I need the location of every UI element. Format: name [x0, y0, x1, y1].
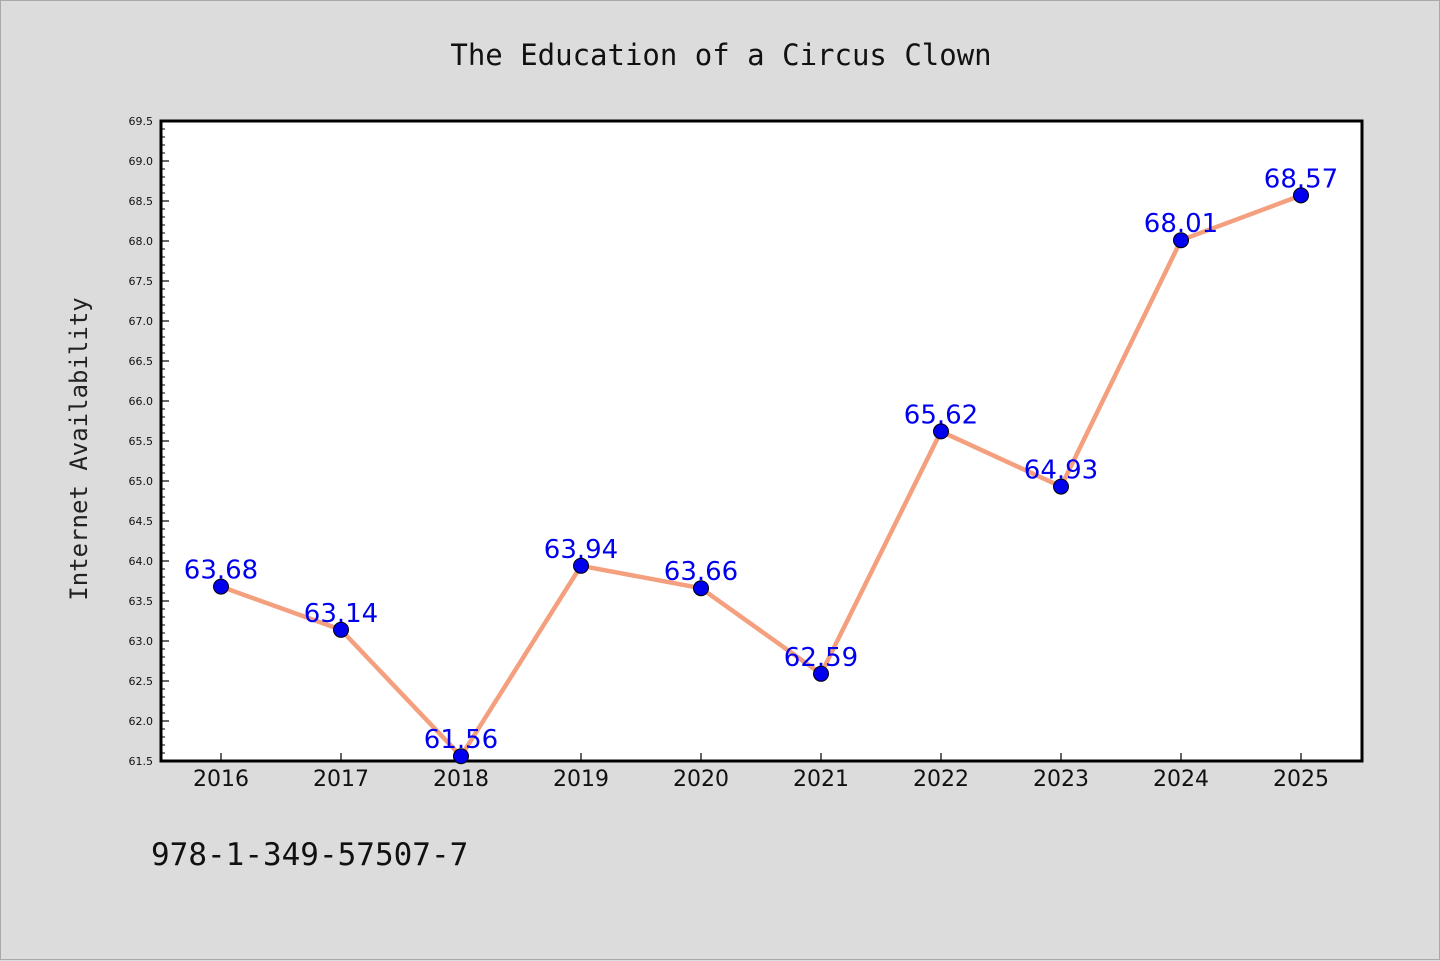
y-tick-label: 65.0	[129, 475, 154, 488]
y-tick-label: 61.5	[129, 755, 154, 768]
y-tick-label: 64.0	[129, 555, 154, 568]
x-tick-label: 2023	[1033, 767, 1089, 792]
y-tick-label: 63.0	[129, 635, 154, 648]
y-axis-ticks: 61.5 62.0 62.5 63.0 63.5 64.0 64.5 65.0 65.5 66.0…	[129, 115, 169, 768]
data-point-marker	[813, 665, 829, 682]
x-tick-label: 2018	[433, 767, 489, 792]
y-tick-label: 68.5	[129, 195, 154, 208]
x-tick-label: 2016	[193, 767, 249, 792]
series-line	[220, 193, 1302, 759]
y-tick-label: 66.5	[129, 355, 154, 368]
x-tick-label: 2019	[553, 767, 609, 792]
data-point-marker	[933, 423, 949, 440]
x-axis-ticks: 2016 2017 2018 2019 2020 2021 2022 2023 2024 2025	[193, 753, 1329, 792]
data-point-marker	[1293, 187, 1309, 204]
y-axis-label: Internet Availability	[65, 297, 93, 600]
data-point-marker	[573, 557, 589, 574]
data-point-label: 63.68	[184, 556, 258, 586]
y-tick-label: 63.5	[129, 595, 154, 608]
x-tick-label: 2022	[913, 767, 969, 792]
isbn-text: 978-1-349-57507-7	[151, 837, 468, 873]
data-point-label: 63.14	[304, 599, 378, 629]
y-tick-label: 69.5	[129, 115, 154, 128]
x-tick-label: 2021	[793, 767, 849, 792]
data-point-marker	[213, 578, 229, 595]
data-point-label: 64.93	[1024, 456, 1098, 486]
y-tick-label: 68.0	[129, 235, 154, 248]
data-labels: 63.68 63.14 61.56 63.94 63.66 62.59 65.62 64.93…	[184, 164, 1338, 755]
y-tick-label: 67.5	[129, 275, 154, 288]
x-tick-label: 2017	[313, 767, 369, 792]
data-point-marker	[1173, 232, 1189, 249]
chart-title: The Education of a Circus Clown	[450, 38, 991, 72]
data-point-label: 68.01	[1144, 209, 1218, 239]
y-tick-label: 65.5	[129, 435, 154, 448]
x-tick-label: 2020	[673, 767, 729, 792]
data-point-marker	[1053, 478, 1069, 495]
data-point-label: 68.57	[1264, 164, 1338, 194]
data-point-marker	[453, 748, 469, 765]
x-tick-label: 2024	[1153, 767, 1209, 792]
y-tick-label: 67.0	[129, 315, 154, 328]
series-layer	[213, 187, 1309, 765]
data-point-label: 63.94	[544, 535, 618, 565]
y-tick-label: 62.5	[129, 675, 154, 688]
y-tick-label: 62.0	[129, 715, 154, 728]
y-tick-label: 69.0	[129, 155, 154, 168]
data-point-label: 62.59	[784, 643, 858, 673]
data-point-label: 61.56	[424, 725, 498, 755]
data-point-label: 63.66	[664, 557, 738, 587]
x-tick-label: 2025	[1273, 767, 1329, 792]
data-point-marker	[693, 580, 709, 597]
data-point-label: 65.62	[904, 400, 978, 430]
plot-area	[159, 119, 1364, 763]
data-point-marker	[333, 621, 349, 638]
y-tick-label: 66.0	[129, 395, 154, 408]
y-tick-label: 64.5	[129, 515, 154, 528]
